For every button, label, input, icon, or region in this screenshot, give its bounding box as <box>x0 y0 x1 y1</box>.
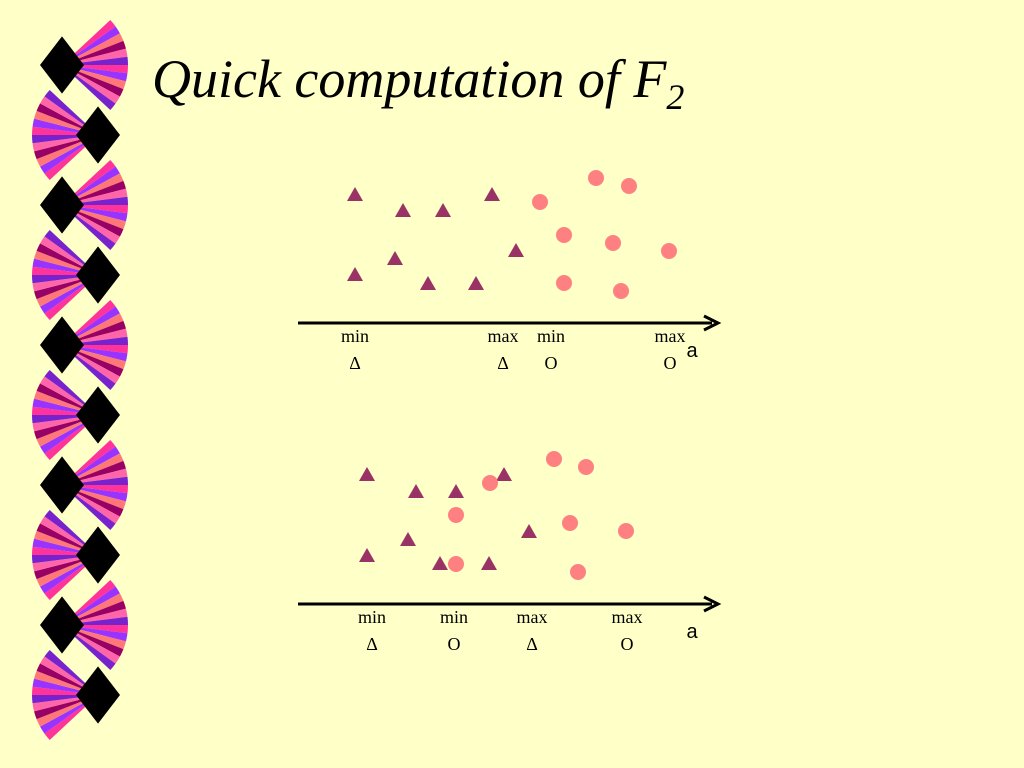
circle-point <box>578 459 594 475</box>
triangle-point <box>432 556 448 570</box>
circle-point <box>482 475 498 491</box>
fan-wedge <box>62 300 116 345</box>
tick-label-bottom: O <box>621 634 634 654</box>
fan-wedge <box>44 135 98 180</box>
tick-label-bottom: Δ <box>526 634 538 654</box>
fan-wedge <box>44 90 98 135</box>
circle-point <box>532 194 548 210</box>
circle-point <box>448 507 464 523</box>
fan-handle <box>40 456 84 514</box>
triangle-point <box>468 276 484 290</box>
tick-label-top: min <box>440 607 468 627</box>
fan-wedge <box>62 205 116 250</box>
tick-label-bottom: Δ <box>497 353 509 373</box>
tick-label-top: min <box>358 607 386 627</box>
fan-handle <box>40 316 84 374</box>
circle-point <box>618 523 634 539</box>
triangle-point <box>347 267 363 281</box>
circle-point <box>613 283 629 299</box>
circle-point <box>621 178 637 194</box>
fan-wedge <box>62 440 116 485</box>
triangle-point <box>521 524 537 538</box>
tick-label-bottom: O <box>545 353 558 373</box>
triangle-point <box>395 203 411 217</box>
fan-wedge <box>44 415 98 460</box>
fan-wedge <box>62 20 116 66</box>
fan-wedge <box>44 695 98 740</box>
fan-handle <box>76 526 120 584</box>
fan-wedge <box>62 345 116 390</box>
axis-label: a <box>686 340 698 362</box>
triangle-point <box>387 251 403 265</box>
fan-wedge <box>62 65 116 110</box>
fan-wedge <box>44 555 98 600</box>
circle-point <box>588 170 604 186</box>
circle-point <box>605 235 621 251</box>
tick-label-top: max <box>517 607 548 627</box>
fan-wedge <box>62 580 116 625</box>
title-subscript: 2 <box>666 77 684 117</box>
triangle-point <box>400 532 416 546</box>
fan-handle <box>40 36 84 94</box>
tick-label-bottom: O <box>448 634 461 654</box>
triangle-point <box>420 276 436 290</box>
axis-label: a <box>686 621 698 643</box>
decoration <box>32 20 128 740</box>
fan-handle <box>40 176 84 234</box>
circle-point <box>448 556 464 572</box>
tick-label-top: min <box>341 326 369 346</box>
triangle-point <box>481 556 497 570</box>
triangle-point <box>508 243 524 257</box>
tick-label-top: min <box>537 326 565 346</box>
fan-wedge <box>44 510 98 555</box>
triangle-point <box>359 548 375 562</box>
fan-handle <box>76 386 120 444</box>
fan-handle <box>76 666 120 724</box>
triangle-point <box>496 467 512 481</box>
fan-wedge <box>44 650 98 695</box>
fan-handle <box>76 246 120 304</box>
axis-arrow <box>703 595 722 613</box>
triangle-point <box>435 203 451 217</box>
tick-label-top: max <box>612 607 643 627</box>
fan-wedge <box>62 160 116 205</box>
tick-label-bottom: Δ <box>349 353 361 373</box>
triangle-point <box>448 484 464 498</box>
fan-handle <box>76 106 120 164</box>
fan-wedge <box>62 485 116 530</box>
circle-point <box>556 275 572 291</box>
fan-wedge <box>62 625 116 670</box>
triangle-point <box>347 187 363 201</box>
circle-point <box>570 564 586 580</box>
tick-label-bottom: Δ <box>366 634 378 654</box>
circle-point <box>661 243 677 259</box>
triangle-point <box>408 484 424 498</box>
circle-point <box>562 515 578 531</box>
triangle-point <box>484 187 500 201</box>
title-text: Quick computation of F <box>152 49 667 109</box>
axis-arrow <box>703 314 722 332</box>
fan-wedge <box>44 370 98 415</box>
fan-handle <box>40 596 84 654</box>
tick-label-top: max <box>655 326 686 346</box>
tick-label-top: max <box>488 326 519 346</box>
fan-wedge <box>44 230 98 275</box>
circle-point <box>556 227 572 243</box>
fan-wedge <box>44 275 98 320</box>
slide-title: Quick computation of F2 <box>152 49 684 117</box>
tick-label-bottom: O <box>664 353 677 373</box>
circle-point <box>546 451 562 467</box>
triangle-point <box>359 467 375 481</box>
